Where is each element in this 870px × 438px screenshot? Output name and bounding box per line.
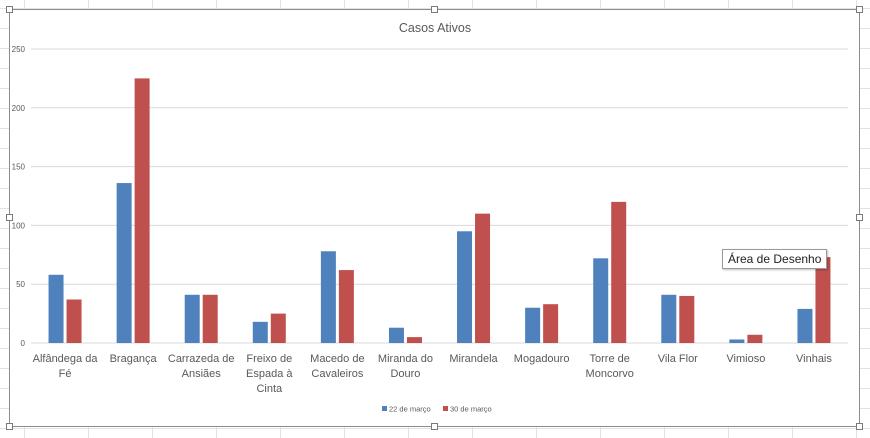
x-tick-label-line: Vinhais: [796, 353, 832, 365]
legend-label: 30 de março: [450, 405, 492, 414]
x-tick-label-line: Freixo de: [246, 353, 292, 365]
x-tick-label: Vinhais: [796, 353, 832, 365]
x-tick-label-line: Mogadouro: [514, 353, 570, 365]
bar[interactable]: [134, 78, 150, 344]
bar[interactable]: [184, 294, 200, 343]
resize-handle-top[interactable]: [431, 6, 438, 13]
bar[interactable]: [320, 251, 336, 343]
bar[interactable]: [679, 295, 695, 343]
chart-canvas: Casos Ativos 0 50 100 150 200 250 Alfândega d…: [12, 21, 848, 414]
x-tick-label-line: Torre de: [590, 353, 630, 365]
bar[interactable]: [611, 201, 627, 343]
x-tick-label: Carrazeda de Ansiães: [168, 353, 235, 380]
x-tick-label: Vila Flor: [658, 353, 698, 365]
plot-area-tooltip: Área de Desenho: [722, 249, 828, 269]
x-tick-label: Freixo de Espada à Cinta: [246, 353, 293, 395]
bar[interactable]: [593, 258, 609, 343]
legend-swatch: [382, 406, 387, 411]
x-tick-label: Miranda do Douro: [378, 353, 433, 380]
x-tick-label: Macedo de Cavaleiros: [310, 353, 364, 380]
bar[interactable]: [747, 334, 763, 343]
bar[interactable]: [797, 308, 813, 343]
x-tick-label-line: Bragança: [110, 353, 158, 365]
y-tick-label: 250: [12, 45, 26, 54]
x-tick-label-line: Mirandela: [449, 353, 498, 365]
x-tick-label: Mirandela: [449, 353, 498, 365]
x-tick-label-line: Fé: [59, 368, 72, 380]
bar[interactable]: [338, 270, 354, 343]
bar[interactable]: [543, 304, 559, 343]
bar[interactable]: [406, 337, 422, 343]
y-tick-label: 100: [12, 221, 26, 230]
x-tick-label-line: Cavaleiros: [311, 368, 363, 380]
x-tick-label-line: Cinta: [256, 383, 283, 395]
bar[interactable]: [525, 307, 541, 343]
y-tick-label: 0: [21, 339, 26, 348]
x-tick-label-line: Alfândega da: [33, 353, 99, 365]
legend-swatch: [443, 406, 448, 411]
x-tick-label-line: Ansiães: [182, 368, 222, 380]
x-tick-label-line: Douro: [390, 368, 420, 380]
bar[interactable]: [457, 231, 473, 343]
resize-handle-right[interactable]: [856, 214, 863, 221]
x-tick-label-line: Macedo de: [310, 353, 364, 365]
chart-title: Casos Ativos: [399, 21, 471, 35]
x-tick-label: Mogadouro: [514, 353, 570, 365]
resize-handle-left[interactable]: [6, 214, 13, 221]
resize-handle-top-left[interactable]: [6, 6, 13, 13]
x-tick-label-line: Vimioso: [726, 353, 765, 365]
x-tick-label: Torre de Moncorvo: [586, 353, 634, 380]
y-tick-label: 200: [12, 104, 26, 113]
bar[interactable]: [475, 213, 491, 343]
bar[interactable]: [48, 274, 64, 343]
legend-label: 22 de março: [389, 405, 431, 414]
x-tick-label: Alfândega da Fé: [33, 353, 99, 380]
resize-handle-bottom-left[interactable]: [6, 423, 13, 430]
bar[interactable]: [729, 339, 745, 343]
resize-handle-top-right[interactable]: [856, 6, 863, 13]
x-tick-label: Bragança: [110, 353, 158, 365]
bar[interactable]: [270, 313, 286, 343]
bar[interactable]: [202, 294, 218, 343]
resize-handle-bottom-right[interactable]: [856, 423, 863, 430]
x-tick-label-line: Moncorvo: [586, 368, 634, 380]
resize-handle-bottom[interactable]: [431, 423, 438, 430]
bar[interactable]: [116, 183, 132, 343]
bar[interactable]: [66, 299, 82, 343]
bar[interactable]: [661, 294, 677, 343]
bar[interactable]: [388, 327, 404, 343]
chart-area[interactable]: Casos Ativos 0 50 100 150 200 250 Alfândega d…: [9, 9, 860, 427]
x-tick-label-line: Vila Flor: [658, 353, 698, 365]
bar[interactable]: [815, 257, 831, 343]
x-tick-label-line: Miranda do: [378, 353, 433, 365]
y-tick-label: 150: [12, 163, 26, 172]
bar[interactable]: [252, 321, 268, 343]
x-tick-label: Vimioso: [726, 353, 765, 365]
x-tick-label-line: Espada à: [246, 368, 293, 380]
x-tick-label-line: Carrazeda de: [168, 353, 235, 365]
y-tick-label: 50: [16, 280, 25, 289]
